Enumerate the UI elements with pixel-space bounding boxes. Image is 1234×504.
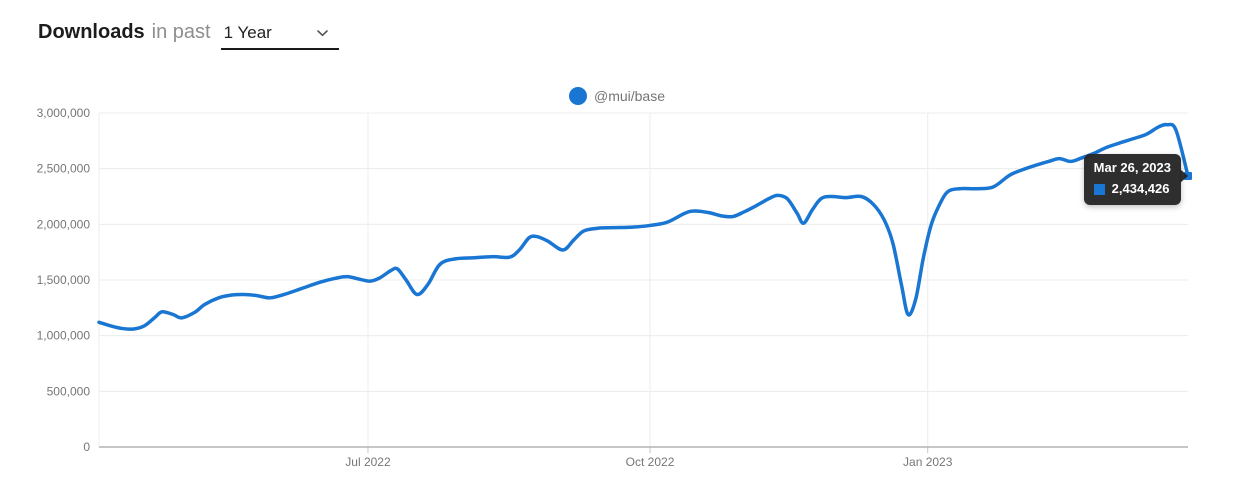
y-axis-tick-label: 1,500,000 — [37, 273, 91, 287]
x-axis-tick-label: Oct 2022 — [626, 455, 675, 469]
y-axis-tick-label: 1,000,000 — [37, 329, 91, 343]
series-color-dot — [568, 87, 587, 105]
chevron-down-icon — [316, 29, 328, 36]
x-axis-tick-label: Jan 2023 — [903, 455, 953, 469]
legend-item-mui-base[interactable]: @mui/base — [568, 87, 666, 105]
y-axis-tick-label: 2,500,000 — [37, 162, 91, 176]
y-axis-tick-label: 3,000,000 — [37, 106, 91, 120]
page-title: Downloads — [38, 21, 145, 43]
y-axis-tick-label: 500,000 — [47, 384, 91, 398]
time-range-select[interactable]: 1 Year — [220, 23, 339, 50]
tooltip-value: 2,434,426 — [1111, 180, 1170, 196]
page-title-suffix: in past — [151, 21, 211, 43]
chart-legend: @mui/base — [0, 87, 1234, 105]
time-range-value: 1 Year — [223, 23, 272, 42]
page-header: Downloads in past 1 Year — [38, 21, 339, 50]
tooltip-value-row: 2,434,426 — [1093, 180, 1171, 198]
y-axis-tick-label: 0 — [83, 440, 90, 454]
x-axis-tick-label: Jul 2022 — [345, 455, 391, 469]
tooltip-series-marker — [1093, 183, 1105, 195]
tooltip-date: Mar 26, 2023 — [1093, 160, 1171, 175]
chart-tooltip: Mar 26, 2023 2,434,426 — [1083, 154, 1188, 205]
y-axis-tick-label: 2,000,000 — [37, 217, 91, 231]
tooltip-arrow — [1180, 169, 1188, 183]
series-label: @mui/base — [593, 88, 666, 104]
series-line--mui-base — [97, 122, 1190, 331]
